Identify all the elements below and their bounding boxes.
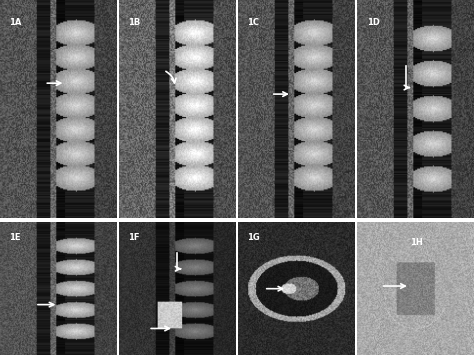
Text: 1D: 1D — [366, 17, 380, 27]
Text: 1C: 1C — [247, 17, 259, 27]
Text: 1H: 1H — [410, 238, 422, 247]
Text: 1G: 1G — [247, 233, 260, 242]
Text: 1F: 1F — [128, 233, 140, 242]
Text: 1B: 1B — [128, 17, 141, 27]
Text: 1A: 1A — [9, 17, 22, 27]
Text: 1E: 1E — [9, 233, 21, 242]
